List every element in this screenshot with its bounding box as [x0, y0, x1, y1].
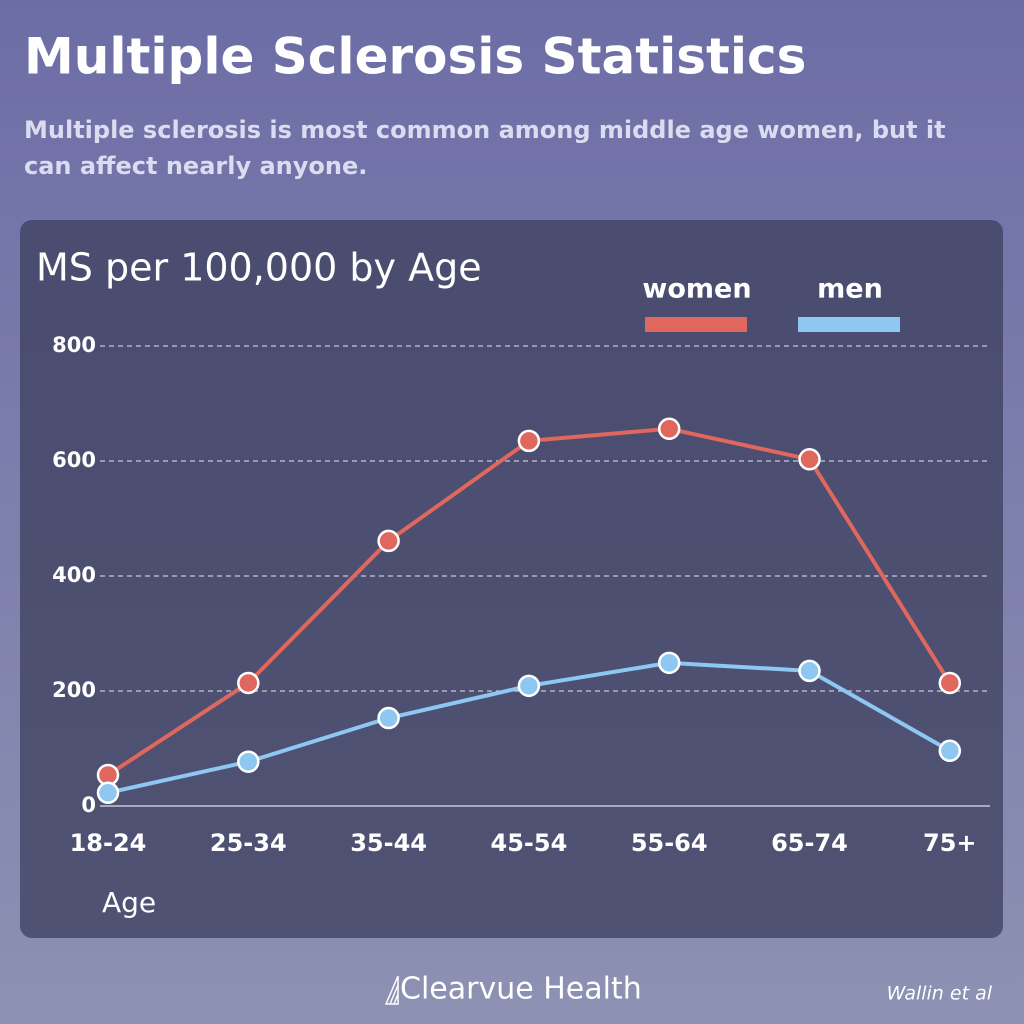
legend-label: men [817, 274, 883, 305]
x-tick-label: 55-64 [631, 829, 708, 857]
data-point [377, 529, 400, 553]
brand: Clearvue Health [400, 972, 642, 1007]
x-axis-label: Age [102, 886, 156, 919]
source: Wallin et al [887, 983, 993, 1005]
legend-swatch [645, 317, 747, 332]
data-point [237, 750, 260, 773]
legend-swatch [798, 317, 900, 332]
chart-panel [20, 220, 1003, 938]
x-tick-label: 25-34 [210, 829, 287, 857]
data-point [798, 448, 821, 471]
y-tick-label: 200 [52, 678, 96, 702]
data-point [657, 651, 681, 675]
y-tick-label: 600 [52, 448, 96, 472]
subtitle: Multiple sclerosis is most common among … [24, 116, 946, 180]
data-point [377, 706, 400, 730]
data-point [96, 781, 120, 805]
x-tick-label: 65-74 [771, 829, 848, 857]
legend-label: women [642, 274, 751, 305]
chart-title: MS per 100,000 by Age [36, 246, 482, 290]
data-point [657, 417, 681, 441]
data-point [517, 429, 541, 453]
subtitle-box: Multiple sclerosis is most common among … [24, 116, 946, 180]
y-tick-label: 0 [81, 793, 96, 817]
logo-icon [384, 975, 399, 1005]
data-point [938, 671, 962, 695]
data-point [517, 674, 541, 698]
data-point [938, 739, 962, 763]
data-point [798, 659, 821, 683]
page-title: Multiple Sclerosis Statistics [24, 28, 806, 86]
x-tick-label: 35-44 [350, 829, 427, 857]
y-tick-label: 400 [52, 563, 96, 587]
y-tick-label: 800 [52, 333, 96, 357]
x-tick-label: 18-24 [70, 829, 147, 857]
x-tick-label: 75+ [923, 829, 977, 857]
data-point [237, 671, 260, 695]
x-tick-label: 45-54 [491, 829, 568, 857]
